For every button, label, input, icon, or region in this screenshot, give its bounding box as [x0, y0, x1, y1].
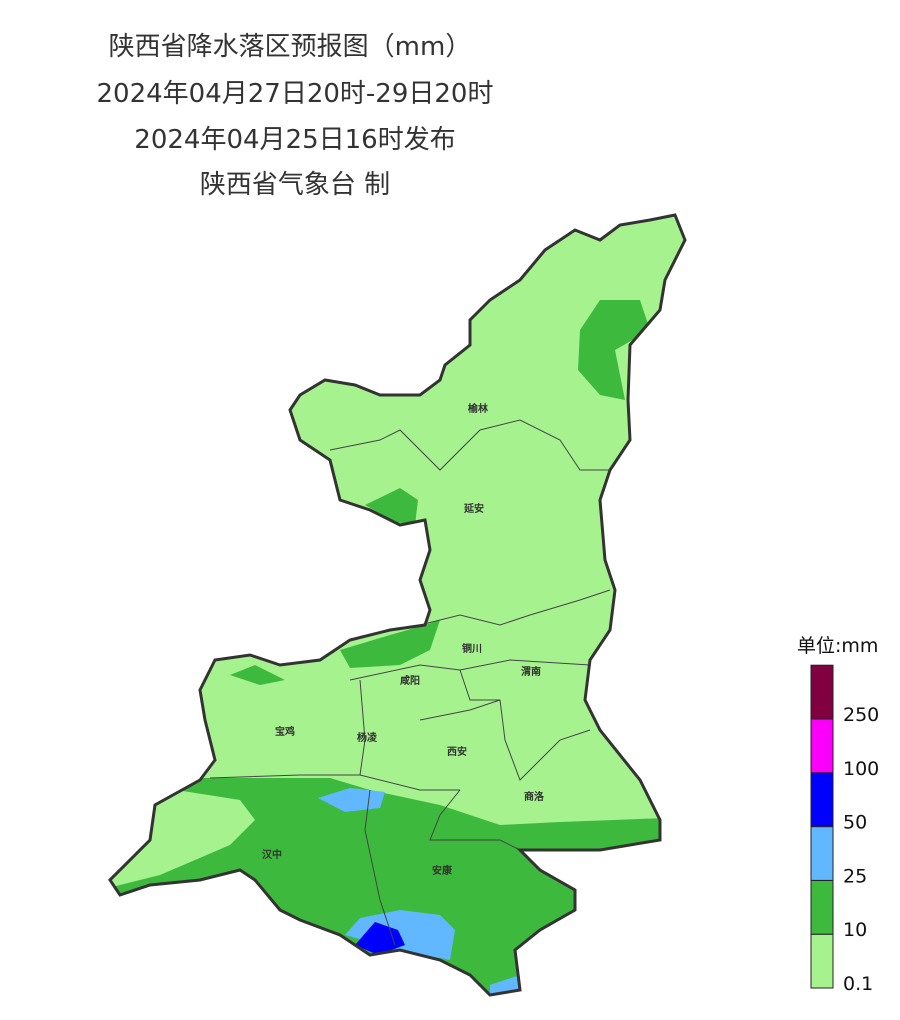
rain-areas: [110, 215, 685, 995]
city-label: 咸阳: [400, 674, 420, 687]
area-rainstorm: [355, 922, 405, 955]
area-moderate: [578, 300, 650, 400]
city-label: 渭南: [521, 665, 541, 678]
issue-time: 2024年04月25日16时发布: [134, 125, 455, 155]
legend-swatch: [810, 879, 834, 935]
city-label: 铜川: [462, 642, 482, 655]
area-moderate: [230, 665, 285, 685]
legend-swatch: [810, 826, 834, 881]
border: [209, 774, 460, 791]
legend-swatch: [810, 933, 834, 989]
border: [359, 679, 366, 776]
city-label: 宝鸡: [275, 725, 295, 738]
city-label: 汉中: [262, 848, 282, 861]
border: [329, 419, 610, 471]
border: [429, 789, 521, 851]
city-label: 延安: [463, 502, 484, 515]
legend-label: 10: [843, 919, 867, 941]
legend-label: 25: [843, 865, 867, 887]
legend-label: 250: [843, 704, 879, 726]
legend-swatch: [810, 772, 834, 828]
city-label: 榆林: [468, 402, 489, 415]
city-labels: 榆林 延安 铜川 咸阳 渭南 宝鸡 杨凌 西安 商洛 汉中 安康: [262, 402, 545, 877]
city-label: 商洛: [524, 790, 545, 803]
legend-label: 100: [843, 758, 879, 780]
legend-swatch: [810, 718, 834, 774]
area-moderate: [365, 488, 418, 525]
district-borders: [209, 419, 611, 946]
map-title: 陕西省降水落区预报图（mm）: [109, 32, 472, 62]
legend-title: 单位:mm: [797, 635, 878, 657]
legend-label: 0.1: [843, 973, 873, 995]
city-label: 杨凌: [357, 731, 378, 744]
legend-label: 50: [843, 812, 867, 834]
legend-swatch: [810, 664, 834, 720]
city-label: 安康: [432, 864, 453, 877]
border: [459, 669, 591, 781]
area-moderate: [340, 620, 440, 668]
border: [364, 789, 396, 946]
border: [419, 699, 501, 721]
producer: 陕西省气象台 制: [200, 170, 390, 200]
border: [419, 589, 611, 626]
city-label: 西安: [447, 745, 467, 758]
forecast-period: 2024年04月27日20时-29日20时: [97, 79, 494, 109]
